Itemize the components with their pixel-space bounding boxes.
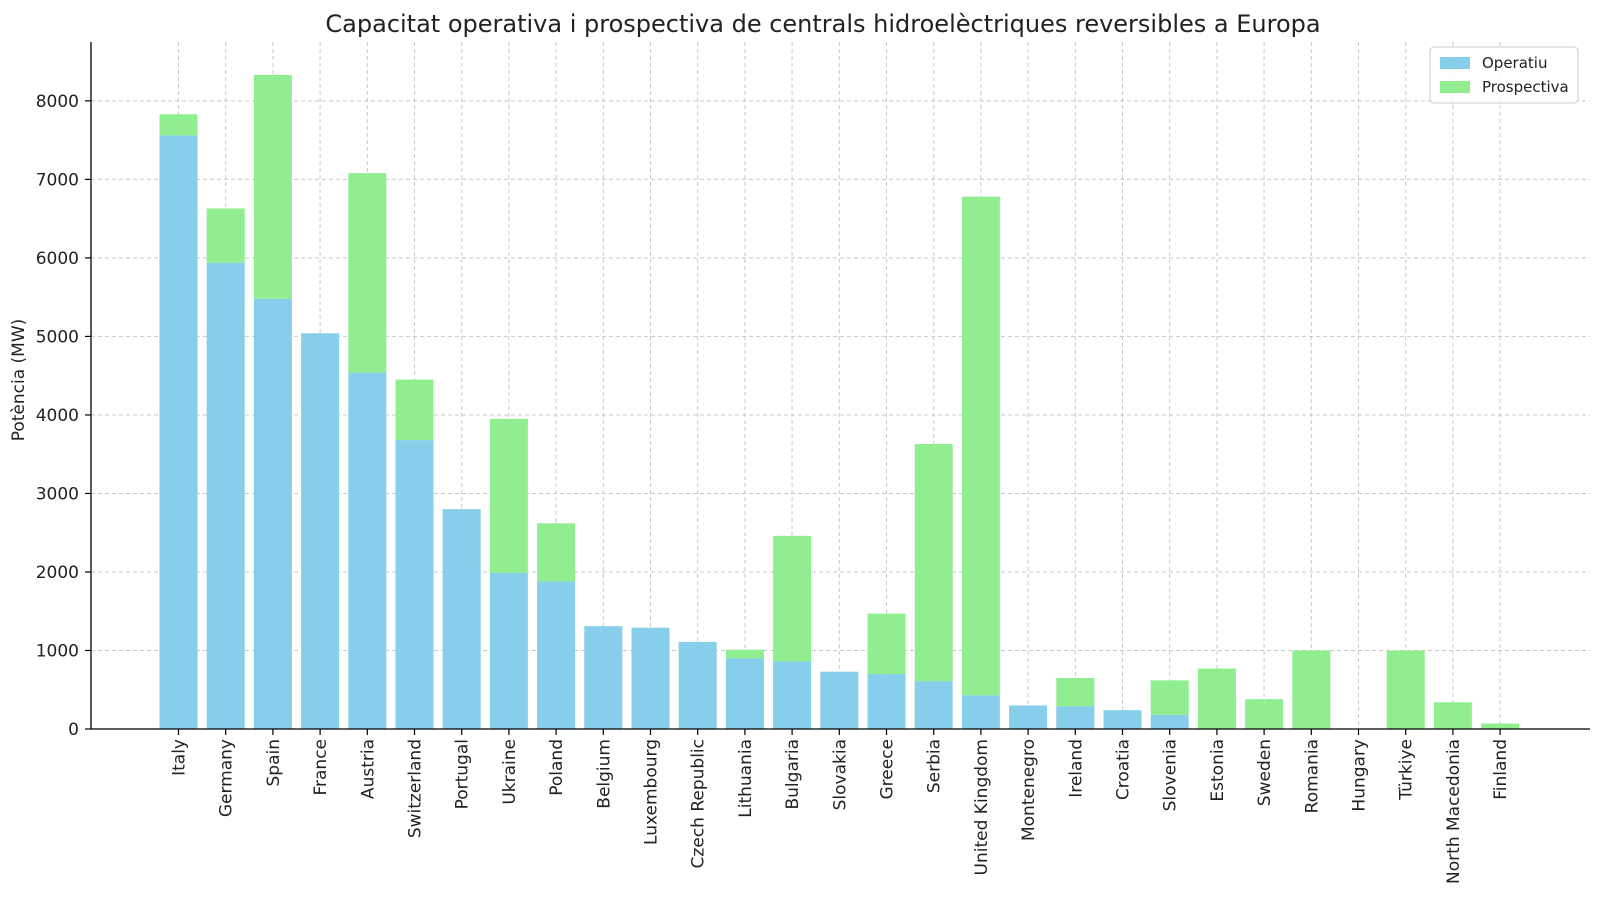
bar-prospectiva-turkiye xyxy=(1386,650,1425,729)
bar-prospectiva-slovenia xyxy=(1150,680,1189,715)
y-tick-label: 1000 xyxy=(36,641,79,661)
x-tick-label-italy: Italy xyxy=(170,739,190,776)
bar-operatiu-austria xyxy=(348,372,387,729)
bar-operatiu-germany xyxy=(206,262,245,729)
bars xyxy=(159,74,1520,729)
bar-prospectiva-spain xyxy=(253,74,292,299)
bar-operatiu-switzerland xyxy=(395,440,434,729)
bar-operatiu-portugal xyxy=(442,509,481,729)
bar-prospectiva-austria xyxy=(348,173,387,373)
bar-prospectiva-finland xyxy=(1481,723,1520,729)
bar-operatiu-slovakia xyxy=(820,671,859,729)
y-tick-labels: 0 1000 2000 3000 4000 5000 6000 7000 8000 xyxy=(36,92,91,740)
x-tick-label-north-macedonia: North Macedonia xyxy=(1444,739,1464,884)
bar-prospectiva-serbia xyxy=(914,443,953,682)
x-tick-label-hungary: Hungary xyxy=(1350,739,1370,812)
x-tick-label-switzerland: Switzerland xyxy=(406,739,426,838)
y-tick-label: 2000 xyxy=(36,563,79,583)
legend-swatch-prospectiva xyxy=(1440,81,1470,93)
legend-label-operatiu: Operatiu xyxy=(1482,54,1547,72)
x-tick-label-romania: Romania xyxy=(1302,739,1322,813)
x-tick-label-ukraine: Ukraine xyxy=(500,739,520,805)
x-tick-label-croatia: Croatia xyxy=(1114,739,1134,800)
bar-operatiu-ireland xyxy=(1056,706,1095,729)
x-tick-label-ireland: Ireland xyxy=(1066,739,1086,798)
bar-operatiu-luxembourg xyxy=(631,627,670,729)
bar-prospectiva-sweden xyxy=(1245,699,1284,729)
y-axis-label: Potència (MW) xyxy=(9,319,29,442)
x-tick-label-sweden: Sweden xyxy=(1255,739,1275,806)
bar-operatiu-italy xyxy=(159,135,198,729)
y-tick-label: 6000 xyxy=(36,249,79,269)
bar-operatiu-czech-republic xyxy=(678,641,717,729)
bar-prospectiva-germany xyxy=(206,208,245,263)
bar-prospectiva-poland xyxy=(537,523,576,582)
x-tick-label-germany: Germany xyxy=(217,739,237,817)
chart-title: Capacitat operativa i prospectiva de cen… xyxy=(325,10,1320,38)
bar-operatiu-ukraine xyxy=(489,572,528,729)
x-tick-label-montenegro: Montenegro xyxy=(1019,739,1039,841)
x-tick-label-slovakia: Slovakia xyxy=(830,739,850,810)
bar-operatiu-croatia xyxy=(1103,710,1142,729)
y-tick-label: 7000 xyxy=(36,170,79,190)
y-tick-label: 4000 xyxy=(36,406,79,426)
x-tick-label-serbia: Serbia xyxy=(925,739,945,793)
x-tick-label-spain: Spain xyxy=(264,739,284,787)
x-tick-label-finland: Finland xyxy=(1491,739,1511,800)
x-tick-label-portugal: Portugal xyxy=(453,739,473,809)
x-tick-label-lithuania: Lithuania xyxy=(736,739,756,818)
bar-operatiu-bulgaria xyxy=(773,661,812,729)
bar-operatiu-united-kingdom xyxy=(961,695,1000,729)
bar-operatiu-serbia xyxy=(914,681,953,729)
x-tick-label-luxembourg: Luxembourg xyxy=(642,739,662,845)
x-tick-labels: Italy Germany Spain France Austria Switzerlan… xyxy=(170,729,1511,884)
x-tick-label-slovenia: Slovenia xyxy=(1161,739,1181,811)
bar-prospectiva-north-macedonia xyxy=(1433,702,1472,729)
x-tick-label-france: France xyxy=(311,739,331,796)
bar-operatiu-belgium xyxy=(584,626,623,729)
bar-operatiu-montenegro xyxy=(1009,705,1048,729)
x-tick-label-estonia: Estonia xyxy=(1208,739,1228,802)
bar-prospectiva-estonia xyxy=(1197,668,1236,729)
x-tick-label-greece: Greece xyxy=(878,739,898,800)
bar-operatiu-lithuania xyxy=(725,658,764,729)
y-tick-label: 0 xyxy=(68,720,79,740)
x-tick-label-bulgaria: Bulgaria xyxy=(783,739,803,810)
bar-operatiu-greece xyxy=(867,674,906,729)
x-tick-label-turkiye: Türkiye xyxy=(1397,739,1417,801)
x-tick-label-united-kingdom: United Kingdom xyxy=(972,739,992,875)
bar-operatiu-spain xyxy=(253,298,292,729)
bar-prospectiva-greece xyxy=(867,613,906,675)
bar-prospectiva-italy xyxy=(159,114,198,136)
bar-prospectiva-romania xyxy=(1292,650,1331,729)
y-tick-label: 5000 xyxy=(36,327,79,347)
bar-operatiu-slovenia xyxy=(1150,714,1189,729)
bar-operatiu-france xyxy=(301,333,340,729)
legend: Operatiu Prospectiva xyxy=(1429,46,1579,104)
bar-prospectiva-lithuania xyxy=(725,649,764,659)
bar-prospectiva-ukraine xyxy=(489,418,528,573)
x-tick-label-czech-republic: Czech Republic xyxy=(689,739,709,868)
gridlines xyxy=(91,42,1590,730)
axes xyxy=(90,42,1590,730)
bar-prospectiva-switzerland xyxy=(395,379,434,441)
x-tick-label-belgium: Belgium xyxy=(594,739,614,809)
legend-swatch-operatiu xyxy=(1440,57,1470,69)
x-tick-label-austria: Austria xyxy=(358,739,378,799)
bar-operatiu-poland xyxy=(537,581,576,729)
bar-prospectiva-ireland xyxy=(1056,677,1095,707)
legend-label-prospectiva: Prospectiva xyxy=(1482,78,1569,96)
x-tick-label-poland: Poland xyxy=(547,739,567,796)
bar-prospectiva-united-kingdom xyxy=(961,196,1000,696)
y-tick-label: 8000 xyxy=(36,92,79,112)
y-tick-label: 3000 xyxy=(36,484,79,504)
bar-prospectiva-bulgaria xyxy=(773,535,812,662)
